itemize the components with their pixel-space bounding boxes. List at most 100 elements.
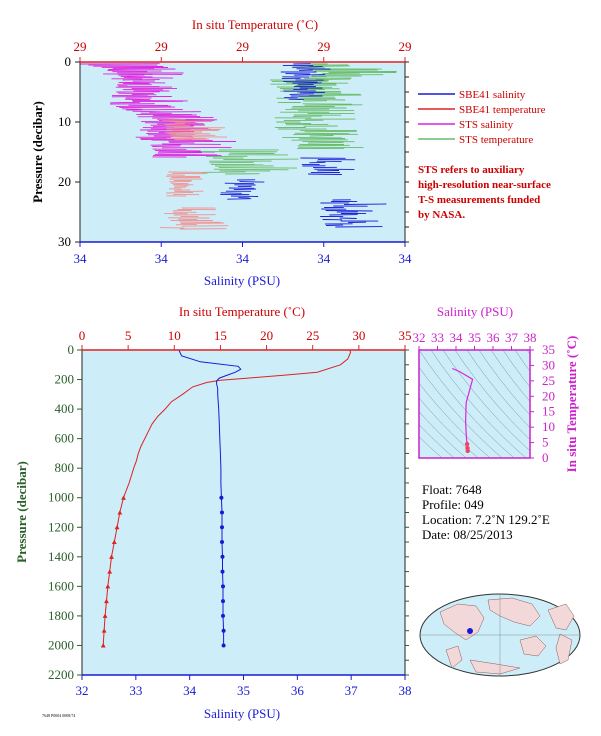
ts-temp-tick-label: 5 bbox=[542, 435, 549, 450]
main-temp-tick-label: 10 bbox=[168, 328, 181, 343]
top-temp-tick-label: 29 bbox=[236, 39, 249, 54]
main-temp-tick-label: 5 bbox=[125, 328, 132, 343]
top-salinity-tick-label: 34 bbox=[236, 251, 250, 266]
footer-code: 7648 P0004 0008/74 bbox=[42, 713, 75, 718]
ts-deep-marker bbox=[464, 441, 470, 447]
ts-salinity-tick-label: 34 bbox=[450, 330, 464, 345]
ts-trace bbox=[452, 367, 474, 454]
salinity-marker bbox=[221, 613, 225, 618]
main-pressure-tick-label: 1000 bbox=[48, 490, 74, 505]
float-id: Float: 7648 bbox=[422, 482, 482, 497]
temperature-marker bbox=[100, 643, 106, 648]
main-salinity-tick-label: 34 bbox=[183, 683, 197, 698]
main-pressure-tick-label: 1200 bbox=[48, 519, 74, 534]
legend-label: SBE41 temperature bbox=[459, 104, 546, 116]
sbe41-salinity-trace bbox=[220, 63, 387, 228]
main-pressure-tick-label: 0 bbox=[68, 342, 75, 357]
top-panel-traces bbox=[79, 63, 397, 230]
ts-salinity-tick-label: 38 bbox=[524, 330, 537, 345]
top-panel-pressure-ticks: 0 10 20 30 bbox=[58, 54, 409, 249]
ts-temp-tick-label: 10 bbox=[542, 419, 555, 434]
top-panel-temp-ticks: 29 29 29 29 29 bbox=[74, 39, 412, 62]
main-salinity-ticks: 32 33 34 35 36 37 38 bbox=[76, 675, 412, 698]
ts-temp-tick-label: 15 bbox=[542, 404, 555, 419]
temperature-marker bbox=[109, 554, 114, 559]
temperature-marker bbox=[111, 539, 117, 545]
ts-temp-tick-label: 35 bbox=[542, 342, 555, 357]
ts-temp-tick-label: 25 bbox=[542, 373, 555, 388]
ts-salinity-tick-label: 35 bbox=[468, 330, 481, 345]
legend-label: STS salinity bbox=[459, 119, 514, 131]
float-location-marker bbox=[467, 628, 473, 634]
main-pressure-tick-label: 600 bbox=[55, 431, 75, 446]
main-salinity-tick-label: 33 bbox=[129, 683, 142, 698]
ts-temp-tick-label: 0 bbox=[542, 450, 549, 465]
temperature-marker bbox=[101, 628, 107, 633]
main-panel: In situ Temperature (˚C) 0 5 10 15 20 25 30 35 … bbox=[14, 304, 412, 721]
ts-density-contours bbox=[419, 350, 530, 458]
top-temp-tick-label: 29 bbox=[399, 39, 412, 54]
main-plot-area bbox=[82, 350, 405, 675]
main-pressure-tick-label: 200 bbox=[55, 372, 75, 387]
sts-note-line: T-S measurements funded bbox=[418, 194, 540, 206]
float-info: Float: 7648 Profile: 049 Location: 7.2˚N… bbox=[422, 482, 550, 542]
salinity-marker bbox=[220, 510, 224, 515]
top-pressure-tick-label: 10 bbox=[58, 114, 71, 129]
location: Location: 7.2˚N 129.2˚E bbox=[422, 512, 550, 527]
main-salinity-tick-label: 37 bbox=[345, 683, 359, 698]
top-panel-temp-axis-label: In situ Temperature (˚C) bbox=[192, 17, 318, 32]
main-pressure-tick-label: 2000 bbox=[48, 637, 74, 652]
world-map bbox=[419, 593, 581, 677]
main-salinity-tick-label: 36 bbox=[291, 683, 305, 698]
profile-number: Profile: 049 bbox=[422, 497, 484, 512]
salinity-marker bbox=[221, 599, 225, 604]
temperature-marker bbox=[105, 583, 111, 589]
ts-deep-marker bbox=[465, 448, 470, 454]
top-pressure-tick-label: 30 bbox=[58, 234, 71, 249]
main-pressure-ticks: 0 200 400 600 800 1000 1200 1400 1600 1800 2000 220… bbox=[48, 342, 409, 682]
sts-note-line: high-resolution near-surface bbox=[418, 179, 551, 191]
temperature-marker bbox=[117, 510, 123, 515]
main-temp-tick-label: 30 bbox=[352, 328, 365, 343]
salinity-marker bbox=[221, 584, 225, 589]
main-temp-ticks: 0 5 10 15 20 25 30 35 bbox=[79, 328, 412, 350]
sts-temperature-trace bbox=[200, 63, 397, 175]
main-traces bbox=[100, 349, 352, 648]
top-salinity-tick-label: 34 bbox=[74, 251, 88, 266]
main-salinity-axis-label: Salinity (PSU) bbox=[204, 706, 280, 721]
ts-salinity-tick-label: 33 bbox=[431, 330, 444, 345]
top-pressure-tick-label: 20 bbox=[58, 174, 71, 189]
salinity-profile-line bbox=[178, 349, 242, 646]
ts-temp-tick-label: 30 bbox=[542, 357, 555, 372]
sts-note-line: by NASA. bbox=[418, 209, 465, 221]
main-pressure-tick-label: 800 bbox=[55, 460, 75, 475]
main-pressure-tick-label: 1600 bbox=[48, 578, 74, 593]
ts-salinity-axis-label: Salinity (PSU) bbox=[437, 304, 513, 319]
main-salinity-tick-label: 38 bbox=[399, 683, 412, 698]
top-panel-salinity-axis-label: Salinity (PSU) bbox=[204, 273, 280, 288]
top-panel-pressure-axis-label: Pressure (decibar) bbox=[30, 101, 45, 203]
salinity-marker bbox=[221, 643, 226, 648]
main-pressure-tick-label: 1400 bbox=[48, 549, 74, 564]
ts-panel: Salinity (PSU) 32 33 34 35 36 37 38 0510152025… bbox=[413, 304, 580, 472]
date: Date: 08/25/2013 bbox=[422, 527, 513, 542]
salinity-marker bbox=[221, 628, 226, 633]
ts-frame bbox=[418, 349, 531, 459]
top-salinity-tick-label: 34 bbox=[317, 251, 331, 266]
top-temp-tick-label: 29 bbox=[317, 39, 330, 54]
top-salinity-tick-label: 34 bbox=[399, 251, 413, 266]
ts-salinity-tick-label: 36 bbox=[487, 330, 501, 345]
top-pressure-tick-label: 0 bbox=[65, 54, 72, 69]
main-temp-axis-label: In situ Temperature (˚C) bbox=[179, 304, 305, 319]
salinity-marker bbox=[220, 540, 224, 544]
legend-label: SBE41 salinity bbox=[459, 89, 526, 101]
legend-label: STS temperature bbox=[459, 134, 533, 146]
top-temp-tick-label: 29 bbox=[155, 39, 168, 54]
top-panel-legend: SBE41 salinity SBE41 temperature STS salin… bbox=[418, 89, 546, 146]
main-pressure-tick-label: 400 bbox=[55, 401, 75, 416]
temperature-profile-line bbox=[102, 349, 352, 646]
main-salinity-tick-label: 32 bbox=[76, 683, 89, 698]
sts-note: STS refers to auxiliary high-resolution n… bbox=[418, 164, 551, 221]
top-panel-salinity-ticks: 34 34 34 34 34 bbox=[74, 242, 413, 266]
